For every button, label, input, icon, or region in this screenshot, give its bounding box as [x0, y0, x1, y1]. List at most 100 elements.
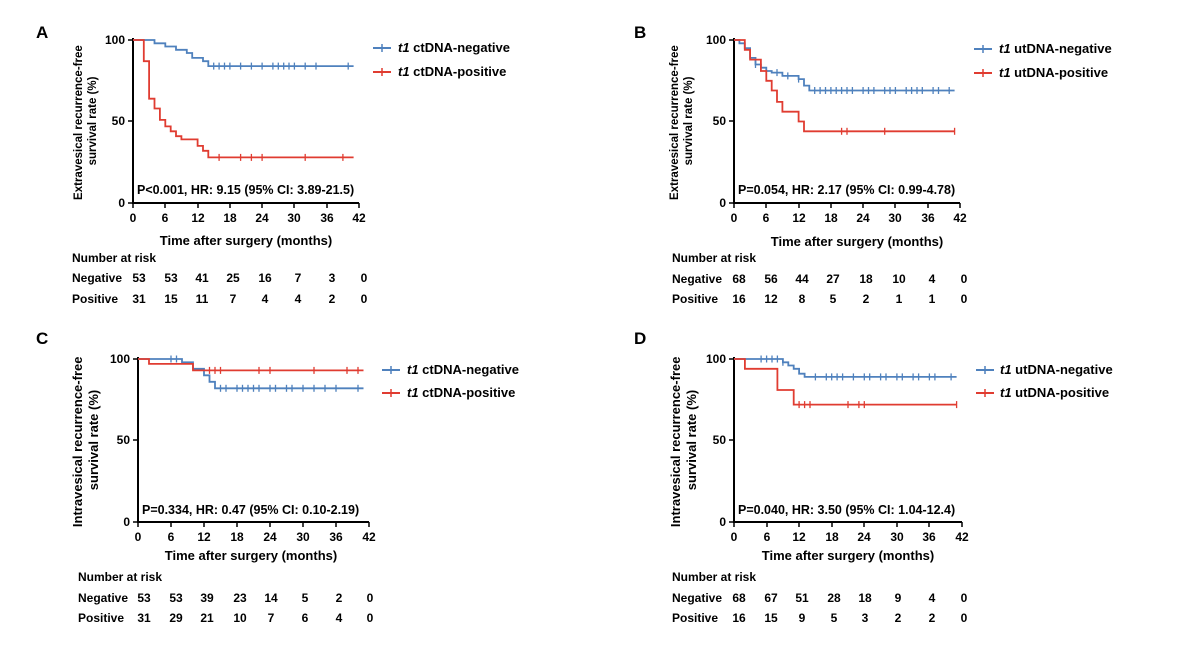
x-tick-label: 30	[890, 530, 904, 544]
risk-value: 18	[859, 272, 873, 286]
risk-value: 1	[929, 292, 936, 306]
y-axis-label-line1: Extravesical recurrence-free	[73, 45, 85, 200]
km-curve-positive	[734, 358, 957, 406]
x-tick-label: 0	[130, 211, 137, 225]
risk-value: 39	[200, 591, 214, 605]
y-tick-label: 100	[105, 33, 125, 47]
risk-value: 0	[361, 271, 368, 285]
x-tick-label: 42	[953, 211, 967, 225]
risk-value: 8	[799, 292, 806, 306]
risk-value: 6	[302, 611, 309, 625]
x-ticks: 0 6 12 18 24 30 36 42	[731, 522, 969, 544]
risk-value: 27	[826, 272, 840, 286]
risk-row-label-positive: Positive	[672, 611, 718, 625]
risk-value: 31	[137, 611, 151, 625]
panel-label: B	[634, 23, 646, 42]
y-ticks: 0 50 100	[706, 33, 734, 210]
risk-value: 2	[336, 591, 343, 605]
x-tick-label: 12	[197, 530, 211, 544]
legend-label-negative: t1 ctDNA-negative	[398, 40, 510, 55]
x-tick-label: 36	[320, 211, 334, 225]
risk-row-label-negative: Negative	[672, 591, 722, 605]
x-tick-label: 0	[731, 211, 738, 225]
risk-table-title: Number at risk	[72, 251, 156, 265]
stats-annotation: P<0.001, HR: 9.15 (95% CI: 3.89-21.5)	[137, 183, 354, 197]
risk-row-label-positive: Positive	[672, 292, 718, 306]
x-tick-label: 18	[824, 211, 838, 225]
x-tick-label: 12	[792, 530, 806, 544]
plot-area	[133, 39, 354, 161]
risk-value: 4	[295, 292, 302, 306]
km-curve-positive	[133, 39, 354, 159]
x-tick-label: 0	[135, 530, 142, 544]
x-tick-label: 24	[857, 530, 871, 544]
legend: t1 ctDNA-negative t1 ctDNA-positive	[373, 40, 510, 79]
risk-value: 44	[795, 272, 809, 286]
risk-value: 23	[233, 591, 247, 605]
risk-value: 0	[961, 272, 968, 286]
risk-table-title: Number at risk	[672, 570, 756, 584]
svg-text:Extravesical recurrence-free: Extravesical recurrence-free survival ra…	[669, 42, 695, 200]
y-axis-label-line2: survival rate (%)	[86, 390, 101, 490]
svg-text:Extravesical recurrence-free: Extravesical recurrence-free survival ra…	[73, 42, 99, 200]
risk-value: 4	[929, 272, 936, 286]
x-tick-label: 24	[263, 530, 277, 544]
km-curve-negative	[133, 39, 354, 67]
risk-value: 4	[262, 292, 269, 306]
risk-value: 18	[858, 591, 872, 605]
risk-value: 4	[336, 611, 343, 625]
legend-label-positive: t1 ctDNA-positive	[398, 64, 506, 79]
panel-b: B Extravesical recurrence-free survival …	[634, 23, 1112, 306]
plot-area	[734, 355, 958, 409]
risk-row-label-negative: Negative	[72, 271, 122, 285]
risk-table-title: Number at risk	[78, 570, 162, 584]
risk-value: 5	[831, 611, 838, 625]
km-curve-positive	[138, 358, 364, 372]
x-tick-label: 30	[287, 211, 301, 225]
risk-value: 41	[195, 271, 209, 285]
panel-label: D	[634, 329, 646, 348]
x-tick-label: 18	[825, 530, 839, 544]
x-ticks: 0 6 12 18 24 30 36 42	[135, 522, 376, 544]
y-tick-label: 0	[123, 515, 130, 529]
y-tick-label: 50	[112, 114, 126, 128]
panel-label: A	[36, 23, 48, 42]
x-axis-title: Time after surgery (months)	[165, 548, 337, 563]
risk-value: 53	[169, 591, 183, 605]
risk-table: Number at risk Negative Positive 53 53 4…	[72, 251, 368, 306]
panel-d: D Intravesical recurrence-free survival …	[634, 329, 1113, 625]
risk-value: 0	[367, 611, 374, 625]
risk-table: Number at risk Negative Positive 68 56 4…	[672, 251, 968, 306]
risk-value: 31	[132, 292, 146, 306]
panel-a: A Extravesical recurrence-free survival …	[36, 23, 510, 306]
svg-text:Intravesical recurrence-free: Intravesical recurrence-free survival ra…	[70, 353, 101, 527]
risk-value: 0	[961, 591, 968, 605]
risk-row-label-negative: Negative	[78, 591, 128, 605]
risk-value: 25	[226, 271, 240, 285]
risk-value: 0	[361, 292, 368, 306]
x-axis-title: Time after surgery (months)	[160, 233, 332, 248]
risk-value: 53	[137, 591, 151, 605]
y-axis-label-line1: Intravesical recurrence-free	[70, 357, 85, 528]
plot-area	[138, 355, 364, 392]
risk-value: 16	[732, 611, 746, 625]
x-tick-label: 6	[764, 530, 771, 544]
y-axis-label-line2: survival rate (%)	[684, 390, 699, 490]
km-curve-negative	[734, 39, 955, 92]
risk-value: 53	[164, 271, 178, 285]
km-curve-negative	[138, 358, 364, 390]
risk-value: 3	[329, 271, 336, 285]
risk-value: 5	[830, 292, 837, 306]
x-tick-label: 42	[352, 211, 366, 225]
x-axis-title: Time after surgery (months)	[771, 234, 943, 249]
x-tick-label: 30	[296, 530, 310, 544]
legend: t1 ctDNA-negative t1 ctDNA-positive	[382, 362, 519, 400]
panel-label: C	[36, 329, 48, 348]
risk-value: 11	[196, 292, 209, 306]
legend: t1 utDNA-negative t1 utDNA-positive	[976, 362, 1113, 400]
risk-row-label-positive: Positive	[78, 611, 124, 625]
risk-table: Number at risk Negative Positive 68 67 5…	[672, 570, 968, 625]
risk-value: 9	[799, 611, 806, 625]
risk-value: 29	[169, 611, 183, 625]
